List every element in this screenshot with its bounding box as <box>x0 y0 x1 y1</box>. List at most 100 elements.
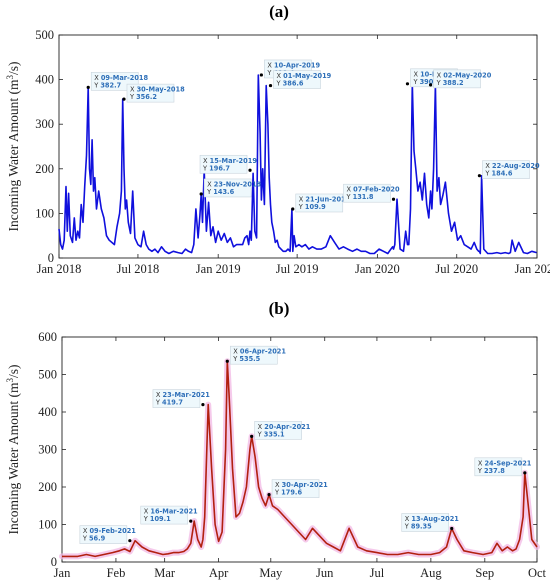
x-tick-label: Jun <box>316 566 334 580</box>
datatip-x-label: X 30-Apr-2021 <box>275 481 328 489</box>
panel-b-title: (b) <box>269 299 290 318</box>
datatip-box <box>433 69 481 89</box>
datatip-y-label: Y 179.6 <box>274 489 302 497</box>
datatip-box <box>295 193 344 213</box>
datatip-y-label: Y 109.1 <box>143 515 171 523</box>
datatip-box <box>152 389 201 408</box>
y-axis-label: Incoming Water Amount (m3/s) <box>5 61 21 231</box>
datatip-y-label: Y 56.9 <box>82 535 106 543</box>
datatip-box <box>271 479 320 498</box>
y-tick-label: 500 <box>35 28 54 42</box>
x-tick-label: May <box>259 566 283 580</box>
datatip-x-label: X 30-May-2018 <box>130 86 185 94</box>
plot-area-frame <box>61 336 538 563</box>
datatip-marker[interactable] <box>428 83 433 87</box>
datatip-y-label: Y 196.7 <box>202 164 230 172</box>
y-tick-label: 500 <box>38 368 57 382</box>
datatip-marker[interactable] <box>291 207 295 211</box>
y-tick-label: 0 <box>48 251 54 265</box>
y-tick-label: 200 <box>35 162 54 176</box>
datatip-box <box>229 345 278 365</box>
datatip-box <box>126 83 175 103</box>
x-tick-label: Jul 2020 <box>435 262 478 276</box>
x-tick-label: Apr <box>209 566 229 580</box>
datatip-box <box>203 178 252 198</box>
datatip-marker[interactable] <box>450 526 454 531</box>
datatip-y-label: Y 335.1 <box>257 430 285 438</box>
datatip-x-label: X 13-Aug-2021 <box>405 515 460 523</box>
datatip-box <box>90 72 139 91</box>
datatip-marker[interactable] <box>405 82 410 86</box>
datatip-x-label: X 01-May-2019 <box>277 72 332 80</box>
datatip-y-label: Y 237.8 <box>477 467 505 475</box>
y-axis-label: Incoming Water Amount (m3/s) <box>5 364 21 534</box>
datatip-box <box>273 70 321 89</box>
x-tick-label: Jul 2019 <box>276 262 319 276</box>
x-tick-label: Jul <box>370 566 385 580</box>
datatip-y-label: Y 388.2 <box>436 79 464 87</box>
x-tick-label: Jan 2021 <box>515 262 550 276</box>
x-tick-label: Sep <box>475 566 494 580</box>
datatip-y-label: Y 356.2 <box>129 93 157 101</box>
datatip-box <box>401 513 450 532</box>
datatip-y-label: Y 89.35 <box>404 522 432 530</box>
datatip-marker[interactable] <box>122 97 126 101</box>
datatip-y-label: Y 382.7 <box>93 81 121 89</box>
y-tick-label: 400 <box>35 73 54 87</box>
datatip-y-label: Y 386.6 <box>276 80 304 88</box>
datatip-x-label: X 21-Jun-2019 <box>299 195 351 203</box>
datatip-y-label: Y 131.8 <box>346 193 374 201</box>
datatip-marker[interactable] <box>477 174 482 178</box>
x-tick-label: Aug <box>420 566 442 580</box>
datatip-y-label: Y 143.6 <box>206 188 234 196</box>
x-tick-label: Jan 2018 <box>37 262 82 276</box>
datatip-marker[interactable] <box>267 493 271 497</box>
chart-panel-b: (b) 0 100 200 300 400 500 600 Jan Feb Mar Apr May Ju… <box>5 299 547 580</box>
datatip-x-label: X 20-Apr-2021 <box>258 423 311 431</box>
datatip-marker[interactable] <box>268 83 273 88</box>
datatip-marker[interactable] <box>391 197 396 201</box>
panel-a-title: (a) <box>269 2 289 21</box>
x-tick-label: Jul 2018 <box>117 262 160 276</box>
datatip-x-label: X 23-Mar-2021 <box>156 391 210 399</box>
datatip-x-label: X 02-May-2020 <box>437 71 492 79</box>
datatip-marker[interactable] <box>225 359 229 363</box>
datatip-box <box>482 160 530 179</box>
y-tick-label: 0 <box>51 555 57 569</box>
datatip-x-label: X 16-Mar-2021 <box>144 508 198 516</box>
datatip-y-label: Y 419.7 <box>155 399 183 407</box>
x-tick-label: Jan <box>54 566 71 580</box>
datatip-marker[interactable] <box>248 168 252 172</box>
datatip-marker[interactable] <box>250 434 254 438</box>
y-tick-label: 300 <box>35 117 54 131</box>
datatip-marker[interactable] <box>86 85 90 89</box>
y-tick-label: 600 <box>38 330 57 344</box>
datatip-x-label: X 09-Mar-2018 <box>94 74 148 82</box>
datatip-marker[interactable] <box>523 471 527 475</box>
datatip-marker[interactable] <box>189 519 193 523</box>
x-tick-label: Jan 2019 <box>196 262 241 276</box>
datatip-marker[interactable] <box>201 403 205 407</box>
datatip-box <box>474 457 523 477</box>
datatip-box <box>254 421 302 440</box>
datatip-x-label: X 07-Feb-2020 <box>347 186 400 194</box>
datatip-marker[interactable] <box>128 539 132 543</box>
x-tick-label: Jan 2020 <box>355 262 400 276</box>
datatip-y-label: Y 109.9 <box>298 203 326 211</box>
y-tick-label: 300 <box>38 443 57 457</box>
datatip-x-label: X 24-Sep-2021 <box>478 459 532 467</box>
y-tick-label: 400 <box>38 405 57 419</box>
datatip-x-label: X 10-Apr-2019 <box>267 61 320 69</box>
datatip-box <box>140 505 189 525</box>
series-line <box>62 360 538 558</box>
y-tick-label: 100 <box>35 206 54 220</box>
datatip-x-label: X 15-Mar-2019 <box>203 157 257 165</box>
datatip-marker[interactable] <box>199 192 203 196</box>
datatip-box <box>199 154 248 174</box>
datatip-y-label: Y 184.6 <box>484 170 512 178</box>
datatip-y-label: Y 390.6 <box>412 78 440 86</box>
datatip-marker[interactable] <box>259 73 263 77</box>
datatip-x-label: X 23-Nov-2018 <box>207 180 261 188</box>
datatip-y-label: Y 535.5 <box>232 355 260 363</box>
